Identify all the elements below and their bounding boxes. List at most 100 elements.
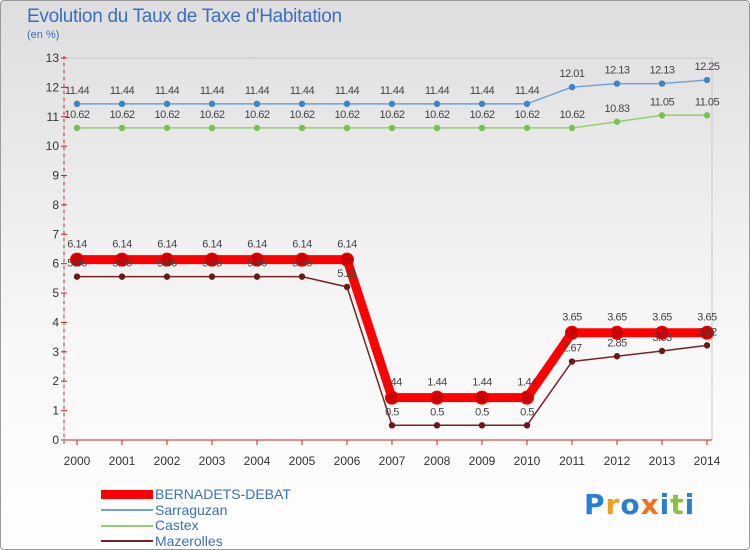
data-point [430, 390, 444, 405]
data-label: 5.56 [292, 258, 312, 270]
y-tick-label: 1 [52, 404, 59, 418]
legend-label: Sarraguzan [155, 501, 228, 518]
data-label: 0.5 [520, 406, 534, 418]
data-label: 2.67 [562, 343, 582, 355]
y-tick-label: 13 [46, 51, 60, 65]
y-tick-label: 0 [52, 433, 59, 447]
data-label: 11.44 [380, 85, 405, 97]
legend-label: Mazerolles [155, 532, 223, 549]
data-point [208, 100, 216, 108]
data-point [73, 273, 81, 280]
x-tick-label: 2008 [424, 454, 451, 468]
data-label: 10.62 [64, 109, 89, 121]
data-label: 10.62 [289, 109, 314, 121]
data-label: 11.44 [200, 85, 225, 97]
data-label: 5.56 [202, 258, 222, 270]
data-label: 6.14 [67, 239, 87, 251]
data-label: 12.25 [694, 61, 719, 73]
data-label: 3.65 [607, 312, 627, 324]
legend-label: Castex [155, 517, 199, 534]
data-point [340, 252, 354, 267]
data-point [70, 252, 84, 267]
data-point [73, 124, 81, 132]
data-label: 10.62 [379, 109, 404, 121]
data-point [250, 252, 264, 267]
x-tick-label: 2013 [649, 454, 676, 468]
data-label: 3.22 [697, 326, 717, 338]
data-point [433, 124, 441, 132]
data-label: 11.44 [110, 85, 135, 97]
data-label: 0.5 [475, 406, 489, 418]
data-point [388, 124, 396, 132]
data-point [658, 80, 666, 87]
data-point [520, 390, 534, 405]
data-label: 5.56 [157, 258, 177, 270]
data-point [253, 100, 261, 108]
data-point [298, 100, 306, 108]
data-label: 3.65 [652, 312, 672, 324]
data-point [523, 422, 531, 429]
data-point [343, 100, 351, 108]
data-point [610, 325, 624, 340]
data-point [253, 124, 261, 132]
x-tick-label: 2006 [334, 454, 361, 468]
data-point [565, 325, 579, 340]
data-label: 5.56 [247, 258, 267, 270]
legend-swatch [101, 524, 153, 527]
data-label: 11.05 [650, 96, 675, 108]
legend: BERNADETS-DEBAT Sarraguzan Castex Mazero… [101, 487, 291, 549]
data-label: 6.14 [337, 239, 357, 251]
data-point [388, 422, 396, 429]
data-point [478, 422, 486, 429]
legend-item-sarraguzan: Sarraguzan [101, 501, 291, 519]
x-tick-label: 2014 [694, 454, 721, 468]
legend-item-mazerolles: Mazerolles [101, 532, 291, 550]
y-tick-label: 12 [46, 80, 60, 94]
legend-swatch [101, 490, 153, 500]
data-point [298, 124, 306, 132]
data-point [385, 390, 399, 405]
data-point [118, 273, 126, 280]
data-point [295, 252, 309, 267]
y-tick-label: 7 [52, 227, 59, 241]
data-label: 3.65 [562, 312, 582, 324]
data-point [703, 76, 711, 84]
data-point [433, 100, 441, 108]
data-label: 10.62 [514, 109, 539, 121]
y-tick-label: 5 [52, 286, 59, 300]
legend-item-castex: Castex [101, 518, 291, 534]
data-label: 0.5 [430, 406, 444, 418]
y-tick-label: 4 [52, 315, 59, 329]
data-point [163, 100, 171, 108]
data-label: 10.83 [604, 103, 629, 115]
data-label: 1.44 [427, 377, 447, 389]
data-label: 3.65 [697, 312, 717, 324]
data-point [658, 112, 666, 119]
data-label: 6.14 [247, 239, 267, 251]
data-label: 2.85 [607, 337, 627, 349]
data-point [118, 100, 126, 108]
data-point [343, 283, 351, 291]
data-point [115, 252, 129, 267]
x-tick-label: 2002 [154, 454, 181, 468]
data-point [343, 124, 351, 132]
proxiti-logo: Proxiti [584, 488, 696, 521]
x-tick-label: 2010 [514, 454, 541, 468]
x-tick-label: 2009 [469, 454, 496, 468]
legend-label: BERNADETS-DEBAT [155, 486, 291, 503]
data-label: 11.44 [335, 85, 360, 97]
data-point [253, 273, 261, 280]
y-tick-label: 6 [52, 257, 59, 271]
data-label: 6.14 [112, 239, 132, 251]
data-label: 5.56 [112, 258, 132, 270]
data-point [475, 390, 489, 405]
data-label: 5.56 [67, 258, 87, 270]
x-tick-label: 2005 [289, 454, 316, 468]
data-point [160, 252, 174, 267]
data-label: 11.44 [65, 85, 90, 97]
y-tick-label: 8 [52, 198, 59, 212]
y-tick-label: 2 [52, 374, 59, 388]
data-point [208, 273, 216, 280]
